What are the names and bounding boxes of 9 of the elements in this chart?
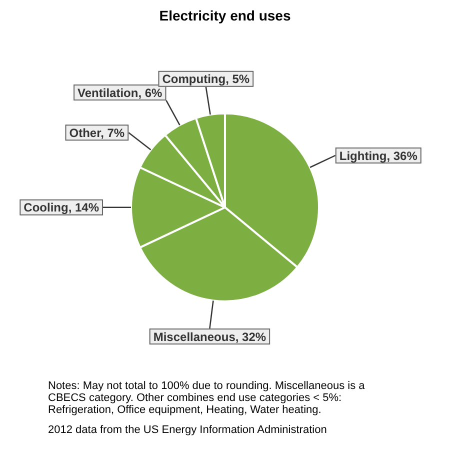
slice-label: Other, 7% xyxy=(69,126,125,140)
chart-title: Electricity end uses xyxy=(159,7,291,24)
text: Notes: May not total to 100% due to rounding. Miscellaneous is a CBECS category. Other combines end use categories < 5%: Refrigeration, Office equipment, Heating, Water heating. xyxy=(48,380,366,416)
slice-label: Ventilation, 6% xyxy=(78,86,163,100)
slice-label: Miscellaneous, 32% xyxy=(153,330,266,344)
slice-label: Lighting, 36% xyxy=(339,148,418,163)
text: 2012 data from the US Energy Information Administration xyxy=(48,424,328,436)
slice-label: Computing, 5% xyxy=(162,72,250,86)
slice-label: Cooling, 14% xyxy=(24,200,100,215)
